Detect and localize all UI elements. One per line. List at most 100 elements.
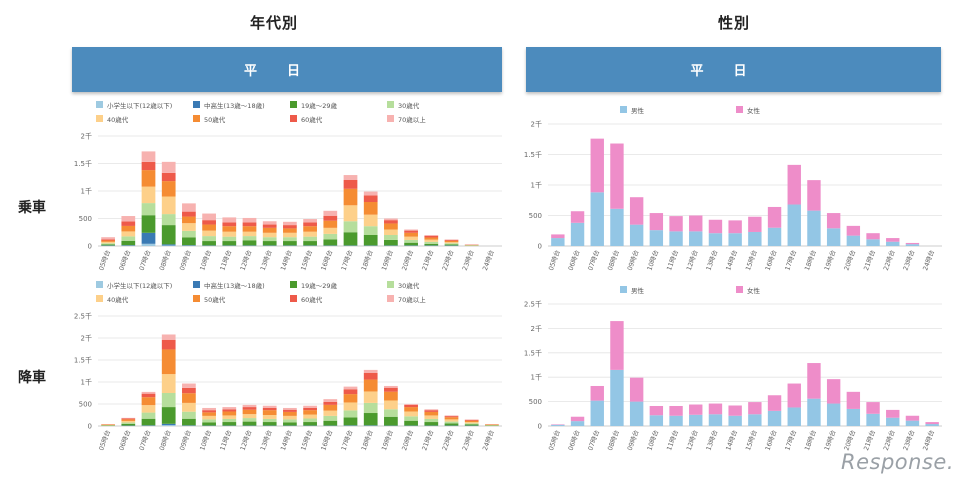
bar-segment[interactable] bbox=[343, 402, 358, 411]
bar-segment[interactable] bbox=[866, 239, 880, 246]
bar-segment[interactable] bbox=[222, 422, 237, 426]
bar-segment[interactable] bbox=[242, 414, 257, 419]
bar-segment[interactable] bbox=[629, 377, 644, 402]
bar-segment[interactable] bbox=[551, 234, 565, 239]
bar-segment[interactable] bbox=[708, 414, 723, 426]
bar-segment[interactable] bbox=[424, 243, 439, 246]
bar-segment[interactable] bbox=[262, 405, 277, 408]
bar-segment[interactable] bbox=[343, 188, 358, 206]
bar-segment[interactable] bbox=[222, 226, 237, 232]
bar-segment[interactable] bbox=[303, 405, 317, 408]
bar-segment[interactable] bbox=[323, 210, 338, 216]
bar-segment[interactable] bbox=[404, 232, 418, 237]
bar-segment[interactable] bbox=[728, 415, 742, 426]
bar-segment[interactable] bbox=[846, 235, 861, 246]
bar-segment[interactable] bbox=[202, 236, 216, 242]
bar-segment[interactable] bbox=[202, 410, 216, 413]
bar-segment[interactable] bbox=[242, 407, 257, 410]
legend-item[interactable]: 50歳代 bbox=[193, 115, 226, 124]
bar-segment[interactable] bbox=[262, 237, 277, 242]
bar-segment[interactable] bbox=[141, 203, 156, 216]
bar-segment[interactable] bbox=[384, 220, 398, 224]
bar-segment[interactable] bbox=[343, 180, 358, 189]
legend-item[interactable]: 30歳代 bbox=[387, 101, 420, 110]
bar-segment[interactable] bbox=[161, 161, 176, 173]
bar-segment[interactable] bbox=[323, 239, 338, 246]
bar-segment[interactable] bbox=[323, 233, 338, 240]
bar-segment[interactable] bbox=[570, 211, 585, 223]
bar-segment[interactable] bbox=[748, 414, 762, 426]
bar-segment[interactable] bbox=[101, 243, 115, 245]
bar-segment[interactable] bbox=[121, 418, 136, 420]
bar-segment[interactable] bbox=[807, 398, 821, 426]
bar-segment[interactable] bbox=[363, 195, 378, 202]
bar-segment[interactable] bbox=[343, 394, 358, 403]
bar-segment[interactable] bbox=[242, 231, 257, 237]
bar-segment[interactable] bbox=[121, 231, 136, 237]
bar-segment[interactable] bbox=[444, 243, 459, 245]
bar-segment[interactable] bbox=[343, 205, 358, 222]
bar-segment[interactable] bbox=[262, 418, 277, 423]
bar-segment[interactable] bbox=[121, 422, 136, 424]
bar-segment[interactable] bbox=[182, 211, 196, 217]
bar-segment[interactable] bbox=[262, 232, 277, 238]
bar-segment[interactable] bbox=[242, 404, 257, 408]
bar-segment[interactable] bbox=[262, 422, 277, 426]
bar-segment[interactable] bbox=[826, 228, 841, 246]
bar-segment[interactable] bbox=[905, 244, 920, 246]
bar-segment[interactable] bbox=[222, 241, 237, 246]
bar-segment[interactable] bbox=[846, 225, 861, 236]
bar-segment[interactable] bbox=[590, 138, 604, 193]
bar-segment[interactable] bbox=[649, 213, 664, 231]
bar-segment[interactable] bbox=[669, 415, 683, 426]
bar-segment[interactable] bbox=[283, 415, 297, 420]
bar-segment[interactable] bbox=[444, 419, 459, 422]
bar-segment[interactable] bbox=[669, 405, 683, 416]
bar-segment[interactable] bbox=[323, 401, 338, 405]
bar-segment[interactable] bbox=[303, 236, 317, 242]
bar-segment[interactable] bbox=[343, 232, 358, 246]
bar-segment[interactable] bbox=[629, 197, 644, 225]
bar-segment[interactable] bbox=[826, 379, 841, 404]
bar-segment[interactable] bbox=[222, 231, 237, 237]
bar-segment[interactable] bbox=[121, 423, 136, 426]
legend-item[interactable]: 60歳代 bbox=[290, 115, 323, 124]
bar-segment[interactable] bbox=[551, 424, 565, 426]
bar-segment[interactable] bbox=[182, 411, 196, 419]
bar-segment[interactable] bbox=[649, 230, 664, 246]
bar-segment[interactable] bbox=[610, 321, 624, 370]
bar-segment[interactable] bbox=[242, 217, 257, 223]
bar-segment[interactable] bbox=[787, 204, 801, 246]
bar-segment[interactable] bbox=[242, 226, 257, 232]
bar-segment[interactable] bbox=[767, 206, 782, 228]
bar-segment[interactable] bbox=[101, 240, 115, 242]
bar-segment[interactable] bbox=[121, 417, 136, 419]
bar-segment[interactable] bbox=[424, 410, 439, 412]
bar-segment[interactable] bbox=[886, 241, 900, 246]
legend-item[interactable]: 40歳代 bbox=[96, 115, 129, 124]
bar-segment[interactable] bbox=[121, 216, 136, 222]
bar-segment[interactable] bbox=[161, 407, 176, 424]
bar-segment[interactable] bbox=[363, 379, 378, 392]
bar-segment[interactable] bbox=[404, 407, 418, 412]
bar-segment[interactable] bbox=[283, 241, 297, 246]
bar-segment[interactable] bbox=[141, 412, 156, 419]
bar-segment[interactable] bbox=[202, 224, 216, 231]
legend-item[interactable]: 女性 bbox=[736, 286, 761, 295]
bar-segment[interactable] bbox=[424, 415, 439, 419]
bar-segment[interactable] bbox=[202, 412, 216, 416]
bar-segment[interactable] bbox=[590, 385, 604, 401]
bar-segment[interactable] bbox=[323, 227, 338, 234]
bar-segment[interactable] bbox=[748, 402, 762, 415]
bar-segment[interactable] bbox=[222, 418, 237, 423]
bar-segment[interactable] bbox=[384, 218, 398, 221]
bar-segment[interactable] bbox=[283, 411, 297, 416]
bar-segment[interactable] bbox=[202, 241, 216, 246]
bar-segment[interactable] bbox=[343, 389, 358, 395]
bar-segment[interactable] bbox=[384, 409, 398, 417]
bar-segment[interactable] bbox=[323, 399, 338, 402]
bar-segment[interactable] bbox=[303, 231, 317, 237]
bar-segment[interactable] bbox=[262, 221, 277, 225]
bar-segment[interactable] bbox=[444, 244, 459, 246]
bar-segment[interactable] bbox=[424, 237, 439, 240]
